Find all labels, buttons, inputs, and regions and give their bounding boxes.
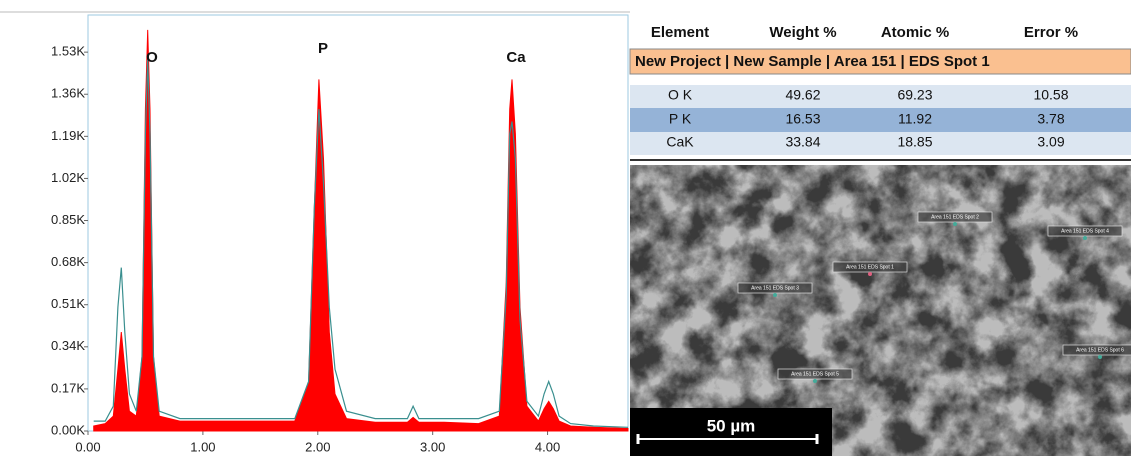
plot-frame [88, 15, 628, 431]
y-tick-label: 0.85K [51, 212, 85, 227]
spot-marker [1098, 355, 1102, 359]
y-tick-label: 0.00K [51, 422, 85, 437]
sem-image: 50 µm Area 151 EDS Spot 2 Area 151 EDS Sp… [630, 165, 1131, 456]
spot-marker [868, 272, 872, 276]
spot-label: Area 151 EDS Spot 6 [1076, 347, 1124, 353]
peak-label: O [146, 49, 158, 66]
y-tick-label: 1.02K [51, 170, 85, 185]
x-tick-label: 1.00 [190, 439, 215, 454]
spot-marker [773, 293, 777, 297]
table-header: Weight % [769, 24, 836, 41]
y-tick-label: 0.34K [51, 338, 85, 353]
table: Element Weight % Atomic % Error % New Projec… [630, 24, 1131, 160]
y-tick-label: 1.36K [51, 86, 85, 101]
table-title: New Project | New Sample | Area 151 | ED… [635, 53, 990, 70]
spot-marker [953, 222, 957, 226]
peak-label: P [318, 40, 328, 57]
x-tick-label: 0.00 [75, 439, 100, 454]
spot-label: Area 151 EDS Spot 3 [751, 285, 799, 291]
table-header: Atomic % [881, 24, 949, 41]
scale-bar-label: 50 µm [707, 416, 756, 435]
table-cell: 69.23 [897, 87, 932, 103]
x-tick-label: 4.00 [535, 439, 560, 454]
x-tick-label: 3.00 [420, 439, 445, 454]
spot-label: Area 151 EDS Spot 4 [1061, 228, 1109, 234]
spot-marker [1083, 236, 1087, 240]
spot-label: Area 151 EDS Spot 1 [846, 264, 894, 270]
table-cell: 18.85 [897, 134, 932, 150]
table-cell: 16.53 [785, 111, 820, 127]
figure: Element Weight % Atomic % Error % New Projec… [0, 0, 1131, 456]
table-cell: O K [668, 87, 693, 103]
peak-label: Ca [506, 49, 526, 66]
y-tick-label: 0.17K [51, 380, 85, 395]
table-cell: CaK [666, 134, 694, 150]
table-cell: 11.92 [898, 111, 932, 127]
table-header: Error % [1024, 24, 1078, 41]
spot-marker [813, 379, 817, 383]
table-cell: P K [669, 111, 692, 127]
table-cell: 49.62 [785, 87, 820, 103]
y-tick-label: 0.68K [51, 254, 85, 269]
table-cell: 3.09 [1037, 134, 1064, 150]
table-cell: 33.84 [785, 134, 820, 150]
spot-label: Area 151 EDS Spot 2 [931, 214, 979, 220]
table-header: Element [651, 24, 709, 41]
y-tick-label: 0.51K [51, 296, 85, 311]
spot-label: Area 151 EDS Spot 5 [791, 371, 839, 377]
table-cell: 10.58 [1033, 87, 1068, 103]
table-cell: 3.78 [1037, 111, 1064, 127]
x-tick-label: 2.00 [305, 439, 330, 454]
y-tick-label: 1.53K [51, 44, 85, 59]
y-tick-label: 1.19K [51, 128, 85, 143]
